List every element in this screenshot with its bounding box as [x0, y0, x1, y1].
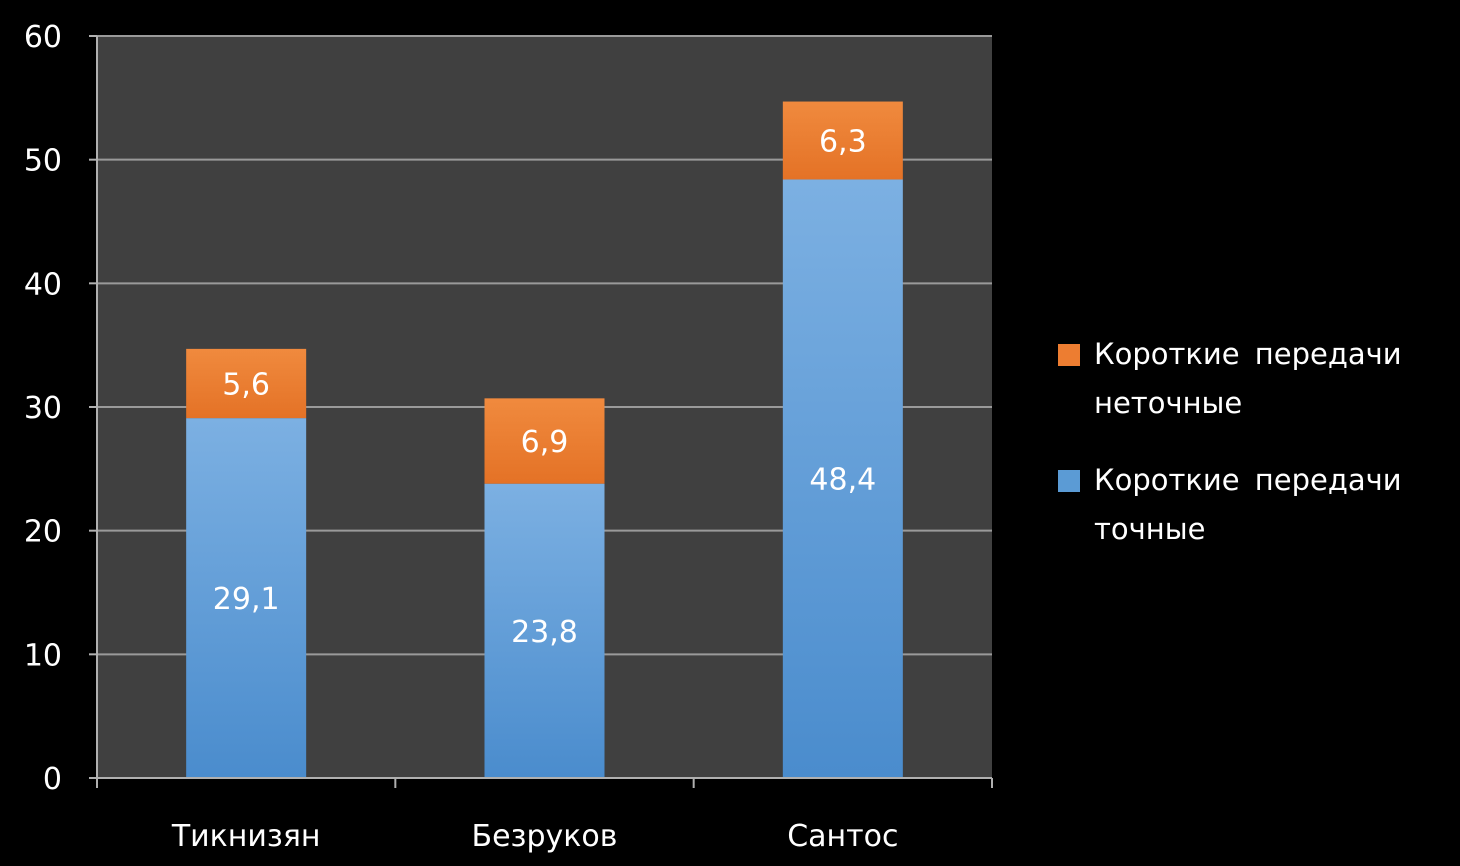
bar-accurate: [186, 418, 307, 778]
data-label-accurate: 23,8: [511, 615, 578, 650]
legend-label-inaccurate: Короткие передачи неточные: [1094, 337, 1402, 420]
x-category-label: Безруков: [472, 819, 618, 854]
x-category-label: Тикнизян: [171, 819, 321, 854]
bar-inaccurate: [782, 101, 903, 180]
data-label-inaccurate: 6,3: [819, 124, 867, 159]
x-category-label: Сантос: [787, 819, 898, 854]
legend-label-accurate: Короткие передачи точные: [1094, 463, 1402, 546]
legend: Короткие передачи неточные Короткие пере…: [1058, 330, 1453, 582]
bars: 29,1 5,6 23,8 6,9 48,4 6,3: [186, 101, 903, 778]
legend-swatch-accurate: [1058, 470, 1080, 492]
y-tick-label: 20: [24, 515, 62, 550]
y-tick-label: 10: [24, 638, 62, 673]
y-tick-label: 30: [24, 391, 62, 426]
legend-item-accurate: Короткие передачи точные: [1058, 456, 1453, 554]
bar-accurate: [484, 483, 605, 778]
y-tick-label: 0: [43, 762, 62, 797]
y-tick-label: 50: [24, 144, 62, 179]
data-label-accurate: 29,1: [213, 582, 280, 617]
axes: 0 10 20 30 40 50 60 Тикнизян Безруков Сантос: [24, 20, 993, 854]
data-label-accurate: 48,4: [809, 463, 876, 498]
y-tick-label: 60: [24, 20, 62, 55]
bar-accurate: [782, 179, 903, 778]
bar-inaccurate: [186, 348, 307, 419]
legend-swatch-inaccurate: [1058, 344, 1080, 366]
y-tick-label: 40: [24, 267, 62, 302]
bar-inaccurate: [484, 398, 605, 484]
data-label-inaccurate: 6,9: [521, 425, 569, 460]
data-label-inaccurate: 5,6: [222, 368, 270, 403]
stacked-bar-chart: 29,1 5,6 23,8 6,9 48,4 6,3 0 10 20 30 40 50 60 Тикни…: [24, 20, 993, 854]
legend-item-inaccurate: Короткие передачи неточные: [1058, 330, 1453, 428]
